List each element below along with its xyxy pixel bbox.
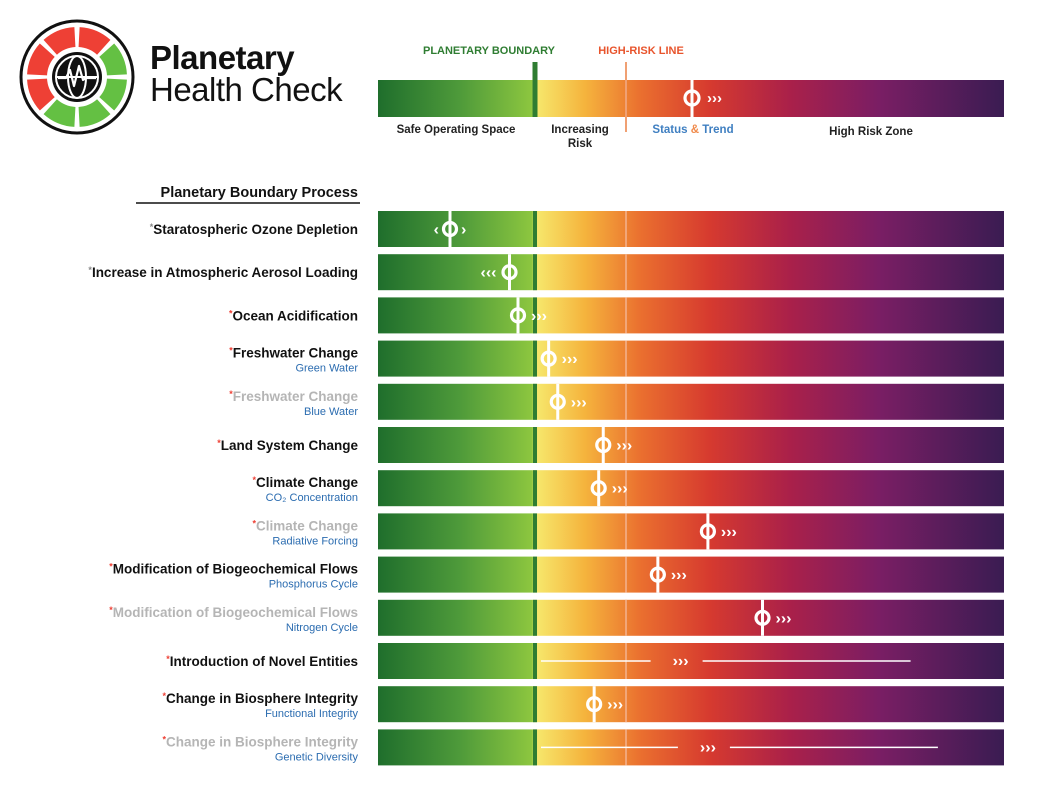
trend-arrows-icon: ››› — [671, 567, 687, 584]
logo-segment — [43, 99, 76, 127]
row-bar — [378, 470, 1004, 507]
trend-arrows-icon: ‹‹‹ — [481, 265, 497, 282]
legend-boundary-label: PLANETARY BOUNDARY — [423, 45, 556, 57]
row-bar — [378, 383, 1004, 420]
row-title: *Modification of Biogeochemical Flows — [109, 605, 358, 620]
trend-arrows-icon: ››› — [607, 697, 623, 714]
status-marker — [595, 427, 612, 463]
logo-segment — [27, 78, 55, 111]
status-marker — [754, 599, 771, 636]
boundary-row: *Land System Change ››› — [217, 427, 1004, 463]
trend-arrows-icon: ››› — [616, 438, 632, 455]
row-subtitle: Genetic Diversity — [275, 751, 359, 763]
row-bar — [378, 599, 1004, 636]
status-marker — [540, 340, 557, 377]
row-subtitle: CO₂ Concentration — [266, 492, 358, 504]
row-subtitle: Phosphorus Cycle — [269, 579, 358, 591]
row-bar — [378, 556, 1004, 593]
trend-arrows-icon: ››› — [531, 308, 547, 325]
row-title: *Starato­spheric Ozone Depletion — [150, 222, 358, 237]
row-title: *Freshwater Change — [229, 346, 358, 361]
boundary-rows: *Starato­spheric Ozone Depletion ‹ › *Incre… — [88, 211, 1004, 766]
status-marker — [549, 383, 566, 420]
row-bar — [378, 211, 1004, 247]
boundary-row: *Climate Change CO₂ Concentration ››› — [252, 470, 1004, 507]
trend-stable-right-icon: › — [461, 222, 466, 239]
row-title: *Change in Biosphere Integrity — [162, 691, 358, 706]
row-subtitle: Nitrogen Cycle — [286, 622, 358, 634]
status-marker — [501, 254, 518, 291]
boundary-row: *Freshwater Change Blue Water ››› — [229, 383, 1004, 420]
row-subtitle: Radiative Forcing — [272, 535, 358, 547]
brand-title-line1: Planetary — [150, 39, 295, 76]
trend-arrows-icon: ››› — [571, 394, 587, 411]
legend-zone-high: High Risk Zone — [829, 126, 913, 138]
legend-zone-increasing: Increasing — [551, 124, 609, 136]
row-subtitle: Green Water — [295, 363, 358, 375]
trend-arrows-icon: ››› — [612, 481, 628, 498]
boundary-row: *Modification of Biogeochemical Flows Pho… — [109, 556, 1004, 593]
logo-segment — [99, 78, 127, 111]
boundary-row: *Introduction of Novel Entities ››› — [166, 643, 1004, 679]
row-bar — [378, 427, 1004, 463]
section-title: Planetary Boundary Process — [161, 185, 358, 201]
legend-risk-line-label: HIGH-RISK LINE — [598, 45, 684, 57]
boundary-row: *Modification of Biogeochemical Flows Nit… — [109, 599, 1004, 636]
boundary-row: *Increase in Atmospheric Aerosol Loading… — [88, 254, 1004, 291]
status-marker — [441, 211, 459, 247]
row-title: *Climate Change — [252, 475, 358, 490]
legend-status-trend: Status & Trend — [652, 124, 733, 136]
row-bar — [378, 254, 1004, 291]
row-bar — [378, 686, 1004, 723]
row-bar — [378, 513, 1004, 550]
row-title: *Climate Change — [252, 518, 358, 533]
logo-segment — [43, 27, 76, 55]
logo-segment — [99, 43, 127, 76]
row-bar — [378, 340, 1004, 377]
brand-title-line2: Health Check — [150, 71, 343, 108]
row-bar — [378, 297, 1004, 334]
logo-icon — [19, 19, 135, 135]
legend-zone-safe: Safe Operating Space — [397, 124, 516, 136]
row-subtitle: Blue Water — [304, 406, 358, 418]
trend-stable-left-icon: ‹ — [434, 222, 439, 239]
trend-arrows-icon: ››› — [562, 351, 578, 368]
logo-segment — [78, 99, 111, 127]
boundary-row: *Freshwater Change Green Water ››› — [229, 340, 1004, 377]
row-title: *Land System Change — [217, 438, 358, 453]
boundary-row: *Ocean Acidification ››› — [229, 297, 1004, 334]
status-marker — [649, 556, 666, 593]
row-title: *Increase in Atmospheric Aerosol Loading — [88, 265, 358, 280]
trend-arrows-icon: ››› — [776, 610, 792, 627]
boundary-row: *Change in Biosphere Integrity Genetic Di… — [162, 729, 1004, 766]
status-marker — [590, 470, 607, 507]
trend-arrows-icon: ››› — [700, 739, 716, 756]
boundary-row: *Climate Change Radiative Forcing ››› — [252, 513, 1004, 550]
row-title: *Change in Biosphere Integrity — [162, 734, 358, 749]
boundary-row: *Change in Biosphere Integrity Functional… — [162, 686, 1004, 723]
boundary-row: *Starato­spheric Ozone Depletion ‹ › — [150, 211, 1004, 247]
status-marker — [699, 513, 717, 550]
logo-segment — [78, 27, 111, 55]
svg-text:›››: ››› — [707, 90, 722, 107]
legend: PLANETARY BOUNDARY HIGH-RISK LINE ››› Sa… — [378, 45, 1004, 150]
row-subtitle: Functional Integrity — [265, 708, 358, 720]
row-title: *Modification of Biogeochemical Flows — [109, 562, 358, 577]
legend-status-marker: ››› — [683, 80, 722, 117]
brand-title: Planetary Health Check — [150, 39, 343, 108]
legend-zone-increasing-risk: Risk — [568, 138, 593, 150]
row-title: *Ocean Acidification — [229, 308, 358, 323]
row-title: *Introduction of Novel Entities — [166, 654, 358, 669]
status-marker — [586, 686, 603, 723]
row-title: *Freshwater Change — [229, 389, 358, 404]
status-marker — [509, 297, 527, 334]
logo-segment — [27, 43, 55, 76]
trend-arrows-icon: ››› — [721, 524, 737, 541]
trend-arrows-icon: ››› — [673, 653, 689, 670]
